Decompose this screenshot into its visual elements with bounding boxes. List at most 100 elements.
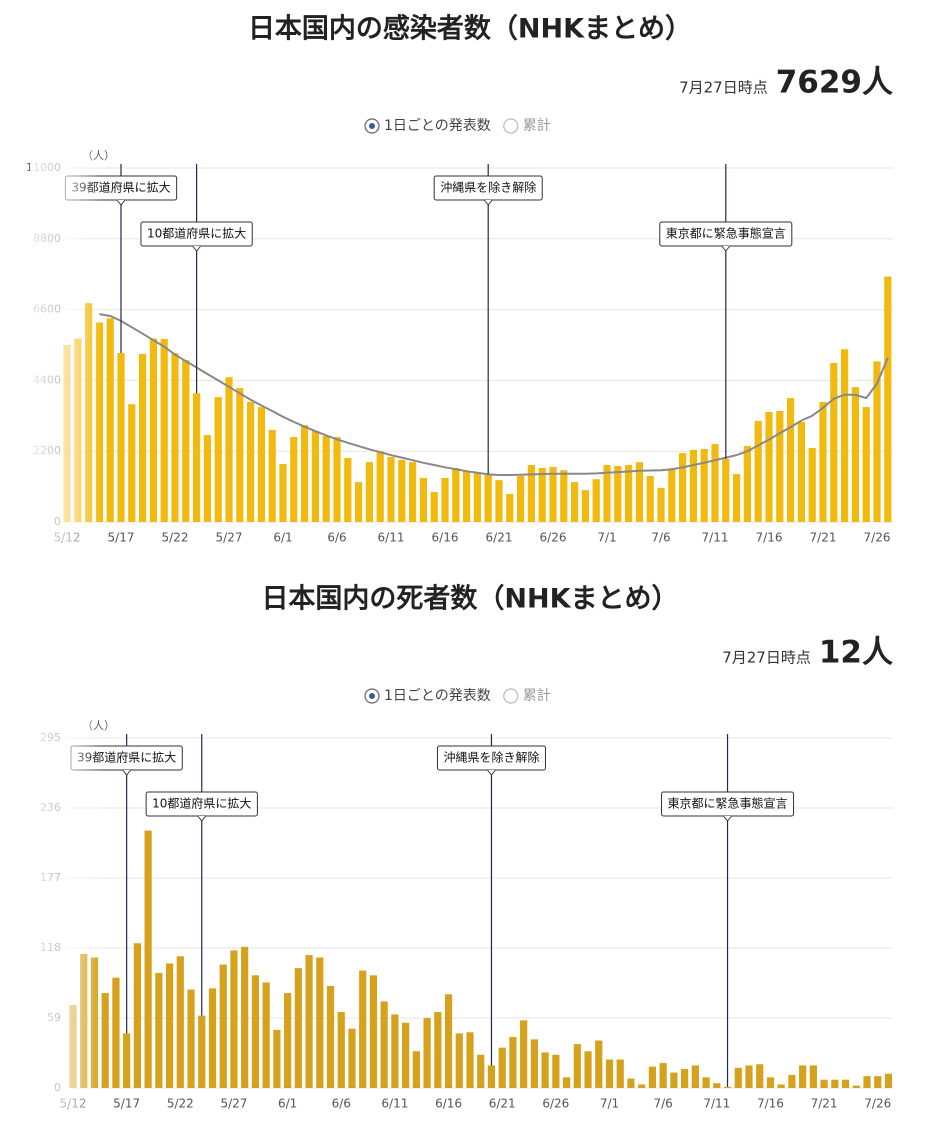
fade-overlay — [30, 708, 102, 1108]
bar — [473, 473, 481, 522]
annotation-pointer — [483, 199, 493, 206]
radio[interactable] — [503, 118, 519, 134]
bar — [733, 474, 741, 522]
annotation: 東京都に緊急事態宣言 — [661, 791, 795, 822]
bar — [830, 363, 838, 522]
annotation-pointer — [723, 815, 732, 822]
radio-label[interactable]: 1日ごとの発表数 — [384, 688, 491, 704]
bar — [144, 830, 152, 1088]
bar — [333, 437, 341, 522]
bar — [616, 1059, 624, 1088]
bar — [702, 1077, 710, 1088]
x-tick-label: 5/17 — [113, 1097, 140, 1111]
bar — [765, 411, 773, 522]
radio-label[interactable]: 累計 — [523, 688, 551, 704]
radio[interactable] — [503, 688, 519, 704]
x-tick-label: 7/26 — [864, 531, 891, 545]
annotation-label: 東京都に緊急事態宣言 — [666, 226, 786, 241]
x-tick-label: 6/6 — [327, 531, 346, 545]
x-tick-label: 5/17 — [108, 531, 135, 545]
bar — [387, 456, 395, 522]
latest-label: 7月27日時点 — [722, 649, 811, 667]
bar — [219, 964, 227, 1088]
bar — [820, 1079, 828, 1088]
bar — [484, 474, 492, 522]
bar — [635, 462, 643, 522]
radio-label[interactable]: 累計 — [523, 118, 551, 134]
bar — [359, 970, 367, 1088]
bar — [262, 982, 270, 1088]
chart-title: 日本国内の感染者数（NHKまとめ） — [248, 13, 692, 45]
bar — [884, 1073, 893, 1088]
bar — [128, 404, 136, 522]
annotation: 沖縄県を除き解除 — [436, 745, 546, 776]
latest-value: 7629人 — [776, 65, 893, 101]
bar — [841, 1079, 850, 1088]
x-tick-label: 6/26 — [540, 531, 567, 545]
bar — [809, 1065, 817, 1088]
bar — [165, 963, 174, 1088]
bar — [756, 1064, 764, 1088]
bar — [646, 475, 654, 522]
bar — [700, 448, 708, 522]
bar — [517, 475, 525, 522]
chart-title: 日本国内の死者数（NHKまとめ） — [261, 584, 678, 615]
bar — [734, 1067, 742, 1088]
bar — [398, 459, 406, 522]
radio-label[interactable]: 1日ごとの発表数 — [384, 118, 491, 134]
bar — [279, 464, 287, 522]
bar — [648, 1066, 657, 1088]
bar — [316, 957, 324, 1088]
bar — [495, 480, 503, 522]
x-tick-label: 7/21 — [811, 1097, 838, 1111]
bar — [562, 1077, 571, 1088]
bar — [187, 989, 195, 1088]
fade-overlay — [30, 138, 102, 542]
bar — [659, 1063, 667, 1088]
x-tick-label: 5/22 — [167, 1097, 194, 1111]
bar — [466, 1032, 474, 1088]
x-tick-label: 7/1 — [597, 531, 616, 545]
bar — [117, 353, 125, 522]
bar — [625, 465, 633, 522]
bar — [552, 1054, 560, 1088]
bar — [520, 1020, 528, 1088]
bar — [376, 451, 384, 522]
x-tick-label: 6/11 — [381, 1097, 408, 1111]
annotation: 東京都に緊急事態宣言 — [659, 221, 793, 252]
bar — [112, 977, 120, 1088]
annotation-pointer — [192, 245, 201, 252]
bar — [380, 1001, 388, 1088]
bar — [797, 421, 805, 522]
bar — [788, 1074, 796, 1088]
x-tick-label: 5/27 — [220, 1097, 247, 1111]
bar — [777, 1084, 785, 1088]
bar — [549, 466, 557, 522]
x-tick-label: 6/21 — [486, 531, 513, 545]
bar — [799, 1065, 807, 1088]
bar — [369, 975, 378, 1088]
bar — [301, 425, 309, 522]
bar — [841, 349, 849, 522]
annotation-pointer — [116, 199, 126, 206]
bar — [230, 950, 238, 1088]
bar — [198, 1015, 206, 1088]
bar — [409, 462, 417, 522]
bar — [452, 467, 460, 522]
bar — [530, 1039, 538, 1088]
bar — [305, 955, 313, 1088]
bar — [852, 1085, 860, 1088]
bar — [560, 470, 568, 522]
average-line — [99, 313, 889, 476]
radio-dot — [369, 123, 375, 129]
annotation-pointer — [122, 769, 132, 776]
x-tick-label: 6/11 — [378, 531, 405, 545]
bar — [581, 490, 589, 522]
bar — [679, 453, 687, 522]
bar — [365, 462, 373, 522]
bar — [477, 1054, 485, 1088]
bar — [638, 1084, 646, 1088]
bar — [208, 988, 217, 1088]
bar — [498, 1047, 506, 1088]
bar — [214, 397, 222, 522]
